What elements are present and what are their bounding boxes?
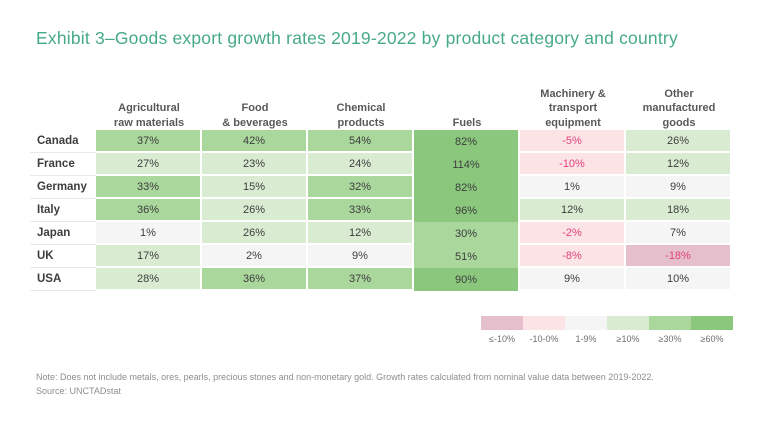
cell-usa-other: 10% [626, 268, 732, 291]
cell-italy-agricultural: 36% [96, 199, 202, 222]
color-legend: ≤-10% -10-0% 1-9% ≥10% ≥30% ≥60% [481, 316, 733, 344]
cell-uk-food: 2% [202, 245, 308, 268]
column-header-agricultural: Agricultural raw materials [113, 102, 185, 129]
table-row: Japan 1% 26% 12% 30% -2% 7% [30, 222, 732, 245]
cell-germany-fuels: 82% [414, 176, 520, 199]
legend-label: -10-0% [529, 334, 559, 344]
cell-germany-food: 15% [202, 176, 308, 199]
column-header-chemical: Chemical products [336, 102, 386, 129]
cell-canada-other: 26% [626, 130, 732, 153]
row-header-canada: Canada [30, 130, 96, 153]
cell-uk-chemical: 9% [308, 245, 414, 268]
row-header-germany: Germany [30, 176, 96, 199]
footer-notes: Note: Does not include metals, ores, pea… [36, 371, 733, 398]
cell-italy-food: 26% [202, 199, 308, 222]
cell-uk-fuels: 51% [414, 245, 520, 268]
cell-japan-food: 26% [202, 222, 308, 245]
legend-swatch [481, 316, 523, 330]
cell-usa-agricultural: 28% [96, 268, 202, 291]
cell-usa-machinery: 9% [520, 268, 626, 291]
cell-canada-chemical: 54% [308, 130, 414, 153]
cell-canada-fuels: 82% [414, 130, 520, 153]
cell-usa-fuels: 90% [414, 268, 520, 291]
column-header-food: Food & beverages [222, 102, 288, 129]
row-header-uk: UK [30, 245, 96, 268]
legend-label: ≥10% [616, 334, 640, 344]
cell-canada-machinery: -5% [520, 130, 626, 153]
table-row: Germany 33% 15% 32% 82% 1% 9% [30, 176, 732, 199]
cell-canada-food: 42% [202, 130, 308, 153]
cell-germany-machinery: 1% [520, 176, 626, 199]
exhibit-title: Exhibit 3–Goods export growth rates 2019… [36, 28, 678, 48]
legend-band: ≥60% [691, 316, 733, 344]
cell-japan-chemical: 12% [308, 222, 414, 245]
table-row: Canada 37% 42% 54% 82% -5% 26% [30, 130, 732, 153]
cell-canada-agricultural: 37% [96, 130, 202, 153]
cell-japan-fuels: 30% [414, 222, 520, 245]
cell-italy-fuels: 96% [414, 199, 520, 222]
cell-france-food: 23% [202, 153, 308, 176]
cell-france-fuels: 114% [414, 153, 520, 176]
row-header-italy: Italy [30, 199, 96, 222]
legend-band: -10-0% [523, 316, 565, 344]
cell-italy-other: 18% [626, 199, 732, 222]
legend-band: ≥30% [649, 316, 691, 344]
column-header-machinery: Machinery & transport equipment [540, 88, 606, 129]
country-column-header [30, 84, 96, 130]
legend-label: ≥30% [658, 334, 682, 344]
legend-swatch [565, 316, 607, 330]
cell-france-agricultural: 27% [96, 153, 202, 176]
cell-france-other: 12% [626, 153, 732, 176]
column-header-other: Other manufactured goods [642, 88, 716, 129]
source-note: Source: UNCTADstat [36, 385, 121, 396]
legend-swatch [691, 316, 733, 330]
cell-usa-food: 36% [202, 268, 308, 291]
legend-band: ≥10% [607, 316, 649, 344]
legend-label: ≤-10% [489, 334, 515, 344]
cell-usa-chemical: 37% [308, 268, 414, 291]
cell-uk-machinery: -8% [520, 245, 626, 268]
cell-uk-other: -18% [626, 245, 732, 268]
table-row: USA 28% 36% 37% 90% 9% 10% [30, 268, 732, 291]
legend-swatch [607, 316, 649, 330]
legend-swatch [523, 316, 565, 330]
cell-uk-agricultural: 17% [96, 245, 202, 268]
legend-band: ≤-10% [481, 316, 523, 344]
table-row: France 27% 23% 24% 114% -10% 12% [30, 153, 732, 176]
row-header-japan: Japan [30, 222, 96, 245]
footnote: Note: Does not include metals, ores, pea… [36, 372, 654, 382]
legend-label: ≥60% [700, 334, 724, 344]
export-growth-table: Agricultural raw materials Food & beverag… [30, 84, 732, 291]
cell-france-machinery: -10% [520, 153, 626, 176]
header-row: Agricultural raw materials Food & beverag… [30, 84, 732, 130]
table-row: UK 17% 2% 9% 51% -8% -18% [30, 245, 732, 268]
legend-label: 1-9% [575, 334, 597, 344]
cell-germany-chemical: 32% [308, 176, 414, 199]
exhibit-page: Exhibit 3–Goods export growth rates 2019… [0, 28, 768, 431]
legend-swatch [649, 316, 691, 330]
cell-italy-chemical: 33% [308, 199, 414, 222]
cell-germany-agricultural: 33% [96, 176, 202, 199]
cell-japan-machinery: -2% [520, 222, 626, 245]
column-header-fuels: Fuels [452, 116, 482, 129]
legend-band: 1-9% [565, 316, 607, 344]
table-row: Italy 36% 26% 33% 96% 12% 18% [30, 199, 732, 222]
cell-france-chemical: 24% [308, 153, 414, 176]
row-header-usa: USA [30, 268, 96, 291]
cell-japan-agricultural: 1% [96, 222, 202, 245]
row-header-france: France [30, 153, 96, 176]
table-body: Canada 37% 42% 54% 82% -5% 26% France 27% 23% 24% 1… [30, 130, 732, 291]
cell-germany-other: 9% [626, 176, 732, 199]
cell-japan-other: 7% [626, 222, 732, 245]
cell-italy-machinery: 12% [520, 199, 626, 222]
